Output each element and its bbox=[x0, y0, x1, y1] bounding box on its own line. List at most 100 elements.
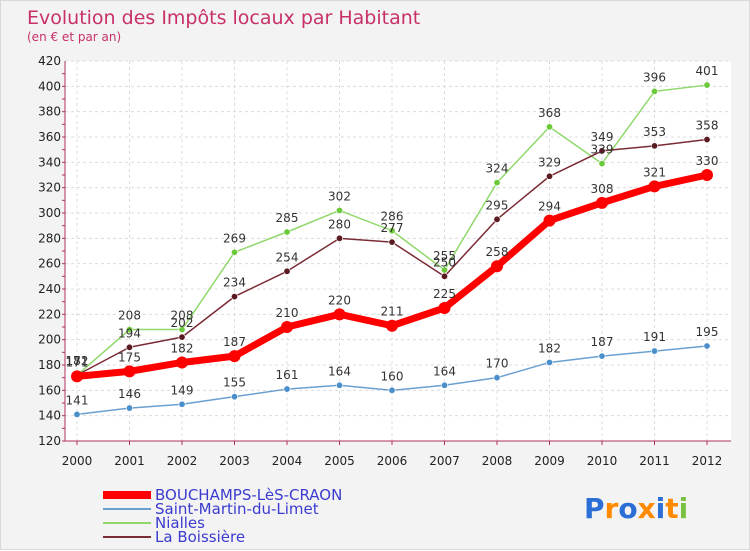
data-label-bouchamps-l-s-craon: 308 bbox=[591, 182, 614, 196]
data-label-bouchamps-l-s-craon: 182 bbox=[171, 341, 194, 355]
data-label-saint-martin-du-limet: 170 bbox=[486, 357, 509, 371]
legend-label-saint-martin-du-limet: Saint-Martin-du-Limet bbox=[155, 500, 319, 518]
data-point-bouchamps-l-s-craon bbox=[333, 308, 346, 321]
data-point-bouchamps-l-s-craon bbox=[123, 365, 136, 378]
data-label-nialles: 401 bbox=[696, 64, 719, 78]
data-label-nialles: 172 bbox=[66, 354, 89, 368]
data-label-nialles: 396 bbox=[643, 70, 666, 84]
data-point-nialles bbox=[493, 179, 501, 187]
data-point-nialles bbox=[388, 227, 396, 235]
data-label-nialles: 302 bbox=[328, 189, 351, 203]
data-point-saint-martin-du-limet bbox=[598, 352, 606, 360]
data-point-la-boissi-re bbox=[335, 234, 343, 242]
data-point-nialles bbox=[231, 248, 239, 256]
data-point-bouchamps-l-s-craon bbox=[543, 214, 556, 227]
data-label-bouchamps-l-s-craon: 187 bbox=[223, 335, 246, 349]
data-point-nialles bbox=[545, 123, 553, 131]
data-label-saint-martin-du-limet: 141 bbox=[66, 393, 89, 407]
data-point-la-boissi-re bbox=[440, 272, 448, 280]
data-label-la-boissi-re: 295 bbox=[486, 198, 509, 212]
data-point-la-boissi-re bbox=[545, 172, 553, 180]
y-tick-label: 160 bbox=[38, 383, 61, 397]
data-label-saint-martin-du-limet: 160 bbox=[381, 369, 404, 383]
x-tick-label: 2011 bbox=[639, 454, 670, 468]
chart-title: Evolution des Impôts locaux par Habitant bbox=[27, 7, 420, 29]
data-label-la-boissi-re: 329 bbox=[538, 155, 561, 169]
data-point-bouchamps-l-s-craon bbox=[176, 356, 188, 369]
data-point-la-boissi-re bbox=[126, 343, 134, 351]
data-label-saint-martin-du-limet: 164 bbox=[328, 364, 351, 378]
data-label-bouchamps-l-s-craon: 220 bbox=[328, 293, 351, 307]
data-point-nialles bbox=[598, 160, 606, 168]
legend-label-nialles: Nialles bbox=[155, 514, 205, 532]
series-lines bbox=[71, 81, 713, 418]
axes: 120 140 160 180 200 220 240 260 280 300 320 340 360 3… bbox=[38, 54, 731, 468]
data-point-bouchamps-l-s-craon bbox=[438, 302, 451, 314]
data-label-bouchamps-l-s-craon: 330 bbox=[696, 154, 719, 168]
data-label-nialles: 269 bbox=[223, 231, 246, 245]
data-point-saint-martin-du-limet bbox=[283, 385, 291, 393]
data-label-la-boissi-re: 254 bbox=[276, 250, 299, 264]
data-point-bouchamps-l-s-craon bbox=[596, 196, 608, 209]
data-point-bouchamps-l-s-craon bbox=[281, 321, 293, 333]
y-tick-label: 360 bbox=[38, 130, 61, 144]
logo-letter: t bbox=[665, 492, 678, 525]
data-point-saint-martin-du-limet bbox=[545, 358, 553, 366]
data-point-saint-martin-du-limet bbox=[178, 400, 186, 408]
data-label-saint-martin-du-limet: 164 bbox=[433, 364, 456, 378]
y-tick-label: 240 bbox=[38, 282, 61, 296]
x-tick-label: 2010 bbox=[587, 454, 618, 468]
data-label-nialles: 368 bbox=[538, 106, 561, 120]
data-point-la-boissi-re bbox=[178, 333, 186, 341]
data-label-bouchamps-l-s-craon: 175 bbox=[118, 350, 141, 364]
legend-label-la-boissi-re: La Boissière bbox=[155, 528, 245, 546]
data-point-la-boissi-re bbox=[283, 267, 291, 275]
data-point-saint-martin-du-limet bbox=[440, 381, 448, 389]
data-label-la-boissi-re: 349 bbox=[591, 130, 614, 144]
x-tick-label: 2002 bbox=[167, 454, 198, 468]
y-tick-label: 140 bbox=[38, 409, 61, 423]
data-point-la-boissi-re bbox=[650, 142, 658, 150]
data-point-bouchamps-l-s-craon bbox=[648, 180, 661, 193]
data-label-nialles: 324 bbox=[486, 162, 509, 176]
proxiti-logo-text: Proxiti bbox=[584, 492, 688, 525]
y-tick-label: 120 bbox=[38, 434, 61, 448]
y-tick-label: 340 bbox=[38, 155, 61, 169]
data-point-la-boissi-re bbox=[598, 147, 606, 155]
data-label-bouchamps-l-s-craon: 171 bbox=[66, 355, 89, 369]
x-tick-label: 2001 bbox=[114, 454, 145, 468]
data-label-bouchamps-l-s-craon: 225 bbox=[433, 287, 456, 301]
x-tick-label: 2003 bbox=[219, 454, 250, 468]
data-point-la-boissi-re bbox=[231, 293, 239, 301]
data-label-nialles: 208 bbox=[171, 309, 194, 323]
data-label-saint-martin-du-limet: 161 bbox=[276, 368, 299, 382]
data-point-saint-martin-du-limet bbox=[650, 347, 658, 355]
legend-label-bouchamps-l-s-craon: BOUCHAMPS-LèS-CRAON bbox=[155, 486, 342, 504]
y-tick-label: 300 bbox=[38, 206, 61, 220]
y-tick-label: 220 bbox=[38, 307, 61, 321]
data-point-bouchamps-l-s-craon bbox=[386, 319, 398, 332]
data-point-nialles bbox=[178, 326, 186, 334]
data-label-saint-martin-du-limet: 195 bbox=[696, 325, 719, 339]
data-label-la-boissi-re: 280 bbox=[328, 217, 351, 231]
x-tick-label: 2005 bbox=[324, 454, 355, 468]
data-point-bouchamps-l-s-craon bbox=[491, 260, 503, 273]
chart-subtitle: (en € et par an) bbox=[27, 30, 121, 44]
data-labels: 172 208 208 269 285 302 286 255 324 368 339 396 401 1… bbox=[66, 64, 719, 407]
logo-letter: i bbox=[679, 492, 689, 525]
y-tick-label: 380 bbox=[38, 105, 61, 119]
data-label-nialles: 286 bbox=[381, 210, 404, 224]
data-point-saint-martin-du-limet bbox=[388, 386, 396, 394]
plot-area bbox=[65, 61, 731, 441]
logo-letter: P bbox=[584, 492, 605, 525]
data-label-bouchamps-l-s-craon: 321 bbox=[643, 165, 666, 179]
x-tick-label: 2012 bbox=[692, 454, 723, 468]
data-point-bouchamps-l-s-craon bbox=[228, 350, 241, 363]
data-label-nialles: 208 bbox=[118, 309, 141, 323]
data-label-saint-martin-du-limet: 187 bbox=[591, 335, 614, 349]
x-tick-label: 2006 bbox=[377, 454, 408, 468]
data-label-saint-martin-du-limet: 146 bbox=[118, 387, 141, 401]
data-point-saint-martin-du-limet bbox=[73, 410, 81, 418]
